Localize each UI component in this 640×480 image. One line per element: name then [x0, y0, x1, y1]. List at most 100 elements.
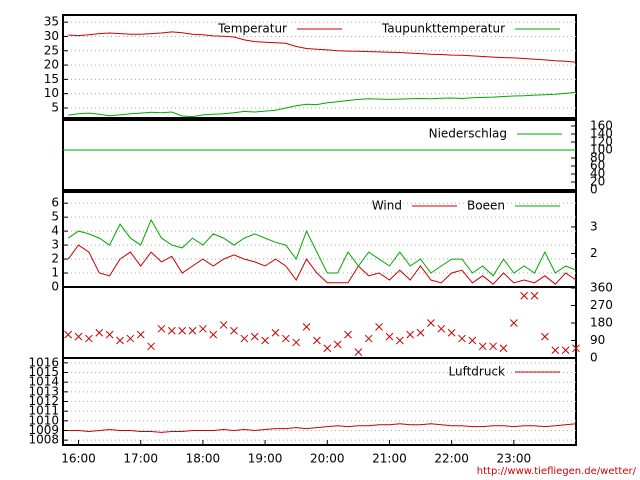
data-point [116, 336, 124, 345]
legend-label: Wind [372, 199, 402, 213]
x-tick-label: 22:00 [434, 452, 469, 466]
data-point [230, 326, 238, 335]
y2-tick-label: 20 [590, 175, 605, 189]
data-point [520, 291, 529, 300]
data-point [313, 336, 321, 345]
data-point [354, 348, 363, 357]
y-tick-label: 1016 [28, 355, 59, 369]
y2-tick-label: 100 [590, 143, 613, 157]
panel-frame [62, 14, 577, 119]
y2-tick-label: 270 [590, 298, 613, 312]
data-point [240, 334, 249, 343]
data-point [147, 342, 155, 351]
y-tick-label: 1010 [28, 413, 59, 427]
y2-tick-label: 0 [590, 351, 598, 365]
y2-tick-label: 40 [590, 167, 605, 181]
data-line [68, 91, 577, 118]
data-point [551, 346, 560, 355]
y2-tick-label: 60 [590, 159, 605, 173]
x-tick-label: 18:00 [186, 452, 221, 466]
x-tick-label: 20:00 [310, 452, 345, 466]
data-point [188, 326, 197, 335]
y2-tick-label: 140 [590, 127, 613, 141]
data-point [489, 342, 497, 351]
legend-label: Boeen [467, 199, 505, 213]
data-point [167, 326, 176, 335]
y-tick-label: 3 [51, 238, 59, 252]
y-tick-label: 5 [51, 100, 59, 114]
y-tick-label: 1009 [28, 423, 59, 437]
data-line [67, 244, 577, 285]
data-point [199, 324, 207, 333]
y-tick-label: 30 [44, 29, 59, 43]
data-point [271, 328, 280, 337]
panel-frame [62, 119, 577, 191]
y-tick-label: 15 [44, 72, 59, 86]
y-tick-label: 1 [51, 266, 59, 280]
data-point [437, 324, 446, 333]
data-point [406, 330, 415, 339]
data-point [333, 340, 342, 349]
data-point [178, 326, 187, 335]
x-tick-label: 23:00 [497, 452, 532, 466]
y-tick-label: 1011 [28, 404, 59, 418]
y-tick-label: 35 [44, 15, 59, 29]
x-tick-label: 19:00 [248, 452, 283, 466]
data-point [572, 344, 580, 353]
data-point [364, 334, 373, 343]
data-point [478, 342, 487, 351]
data-point [261, 336, 269, 345]
y-tick-label: 0 [51, 280, 59, 294]
y-tick-label: 6 [51, 196, 59, 210]
data-point [281, 334, 290, 343]
y-tick-label: 1014 [28, 375, 59, 389]
footer-link: http://www.tiefliegen.de/wetter/ [477, 466, 637, 477]
data-point [250, 332, 259, 341]
y2-tick-label: 80 [590, 151, 605, 165]
x-tick-label: 16:00 [61, 452, 96, 466]
legend-label: Temperatur [217, 22, 287, 36]
y2-tick-label: 0 [590, 183, 598, 197]
data-point [561, 346, 570, 355]
y2-tick-label: 160 [590, 119, 613, 133]
y-tick-label: 2 [51, 252, 59, 266]
data-point [427, 319, 435, 327]
y-tick-label: 10 [44, 86, 59, 100]
y2-tick-label: 360 [590, 280, 613, 294]
legend-label: Luftdruck [448, 365, 505, 379]
data-point [323, 344, 332, 353]
legend-label: Niederschlag [429, 127, 507, 141]
y-tick-label: 20 [44, 58, 59, 72]
y-tick-label: 1012 [28, 394, 59, 408]
y-tick-label: 5 [51, 210, 59, 224]
x-tick-label: 17:00 [123, 452, 158, 466]
data-point [136, 330, 145, 339]
legend-label: Taupunkttemperatur [381, 22, 505, 36]
data-line [67, 218, 577, 277]
data-point [499, 344, 508, 353]
data-point [375, 323, 383, 331]
data-point [209, 330, 218, 339]
data-point [530, 291, 539, 300]
data-line [68, 31, 577, 63]
data-point [64, 330, 73, 339]
data-point [416, 328, 425, 337]
data-point [105, 330, 114, 339]
data-point [157, 324, 166, 333]
data-line [68, 423, 577, 433]
data-point [447, 328, 456, 337]
data-point [126, 334, 135, 343]
y2-tick-label: 90 [590, 333, 605, 347]
data-point [509, 319, 518, 327]
data-point [292, 338, 301, 347]
y2-tick-label: 180 [590, 315, 613, 329]
data-point [468, 336, 477, 345]
data-point [541, 332, 549, 341]
data-point [458, 334, 466, 343]
y-tick-label: 1013 [28, 384, 59, 398]
y2-tick-label: 2 [590, 246, 598, 260]
y-tick-label: 25 [44, 43, 59, 57]
data-point [395, 336, 404, 345]
